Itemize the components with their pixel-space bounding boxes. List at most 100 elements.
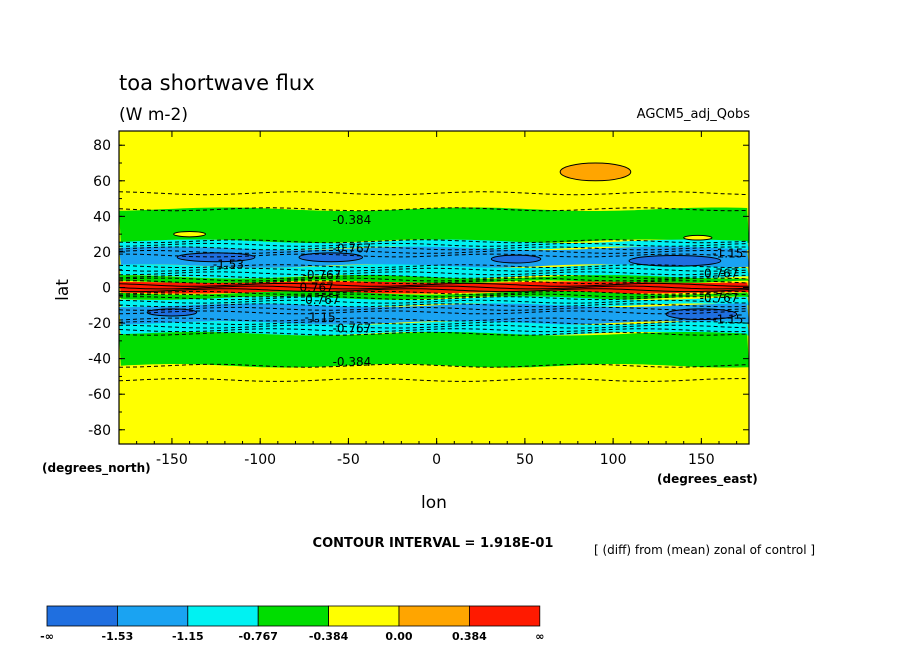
dataset-label: AGCM5_adj_Qobs — [637, 107, 751, 122]
contour-line — [119, 242, 749, 247]
contour-label: -0.767 — [303, 268, 342, 282]
contour-label: -0.767 — [700, 266, 739, 280]
blue-patch — [146, 308, 198, 317]
plot-area — [119, 131, 749, 444]
y-tick-label: 40 — [93, 209, 111, 225]
contour-line — [119, 191, 749, 196]
contour-line — [119, 290, 749, 295]
contour-line — [119, 363, 749, 368]
x-tick-label: 150 — [688, 452, 715, 468]
contour-label: -0.767 — [333, 321, 372, 335]
contour-line — [119, 317, 749, 322]
contour-line — [119, 246, 749, 251]
y-tick-label: -20 — [88, 316, 111, 332]
contour-line — [119, 282, 749, 287]
x-tick-label: 0 — [432, 452, 441, 468]
contour-line — [119, 293, 749, 298]
colorbar-label: 0.00 — [385, 630, 412, 643]
blue-patch — [490, 254, 542, 264]
colorbar: -∞ -1.53 -1.15 -0.767 -0.384 0.00 0.384 ∞ — [40, 605, 544, 643]
contour-line — [119, 288, 749, 293]
colorbar-label: 0.384 — [452, 630, 487, 643]
contour-line — [119, 324, 749, 329]
contour-line — [119, 274, 749, 279]
colorbar-swatch — [46, 605, 118, 627]
y-tick-label: 80 — [93, 138, 111, 154]
colorbar-label: -1.15 — [172, 630, 204, 643]
contour-line — [119, 277, 749, 282]
y-tick-label: 0 — [102, 281, 111, 297]
blue-patch — [628, 254, 722, 267]
band-lightblue — [119, 246, 749, 268]
contour-line — [119, 264, 749, 269]
colorbar-swatch — [468, 605, 541, 627]
contour-line — [119, 239, 749, 244]
contour-line — [119, 285, 749, 290]
colorbar-swatch — [117, 605, 189, 627]
contour-line — [119, 299, 749, 304]
contour-line — [119, 267, 749, 272]
colorbar-label: ∞ — [535, 630, 544, 643]
contour-line — [119, 306, 749, 311]
chart-title: toa shortwave flux — [119, 71, 315, 95]
y-tick-label: -40 — [88, 352, 111, 368]
colorbar-label: -0.384 — [309, 630, 349, 643]
contour-line — [119, 280, 749, 285]
yellow-patch — [173, 230, 206, 238]
y-axis: -80 -60 -40 -20 0 20 40 60 80 — [88, 138, 749, 439]
y-tick-label: -60 — [88, 387, 111, 403]
colorbar-label: -0.767 — [239, 630, 278, 643]
contour-line — [119, 271, 749, 276]
contour-label: -1.15 — [305, 311, 336, 325]
y-tick-label: -80 — [88, 423, 111, 439]
colorbar-swatch — [398, 605, 470, 627]
contour-label: -0.767 — [700, 291, 739, 305]
contour-label: -0.767 — [333, 241, 372, 255]
contour-label: -1.15 — [712, 313, 743, 327]
band-cyan — [119, 264, 749, 279]
contour-interval: CONTOUR INTERVAL = 1.918E-01 — [313, 536, 554, 551]
contour-label: -1.15 — [712, 247, 743, 261]
x-units-label: (degrees_east) — [657, 472, 758, 487]
band-green — [119, 332, 749, 368]
contour-line — [119, 331, 749, 336]
y-axis-label: lat — [53, 279, 73, 301]
blue-patch — [176, 252, 256, 263]
colorbar-swatch — [257, 605, 330, 627]
contour-label: -0.384 — [333, 213, 372, 227]
contour-label: -0.384 — [333, 355, 372, 369]
colorbar-label: -1.53 — [102, 630, 134, 643]
yellow-patch — [683, 234, 713, 241]
contour-label: 0.767 — [299, 281, 333, 295]
band-green — [119, 207, 749, 243]
colorbar-swatch — [328, 605, 400, 627]
contour-labels: -0.384-0.767-1.53-1.15-0.7670.767-0.767-… — [213, 213, 743, 369]
band-green — [119, 291, 749, 300]
contour-label: -0.767 — [301, 293, 340, 307]
contour-line — [119, 253, 749, 258]
contour-line — [119, 310, 749, 315]
contour-line — [119, 207, 749, 212]
contour-line — [119, 303, 749, 308]
x-tick-label: -100 — [244, 452, 276, 468]
x-axis: -150 -100 -50 0 50 100 150 — [136, 131, 738, 468]
y-units-label: (degrees_north) — [42, 461, 151, 476]
contour-line — [119, 328, 749, 333]
contour-line — [119, 296, 749, 301]
colorbar-swatch — [187, 605, 259, 627]
subtitle: [ (diff) from (mean) zonal of control ] — [594, 543, 815, 557]
x-tick-label: -150 — [156, 452, 188, 468]
contour-line — [119, 321, 749, 325]
orange-patch — [559, 162, 632, 182]
contour-line — [119, 250, 749, 254]
contour-label: -1.53 — [213, 257, 244, 271]
y-tick-label: 60 — [93, 174, 111, 190]
colorbar-label: -∞ — [40, 630, 54, 643]
x-axis-label: lon — [421, 493, 447, 513]
contour-line — [119, 378, 749, 382]
units-label: (W m-2) — [119, 105, 188, 125]
x-tick-label: 100 — [600, 452, 627, 468]
band-cyan — [119, 321, 749, 336]
x-tick-label: -50 — [337, 452, 360, 468]
